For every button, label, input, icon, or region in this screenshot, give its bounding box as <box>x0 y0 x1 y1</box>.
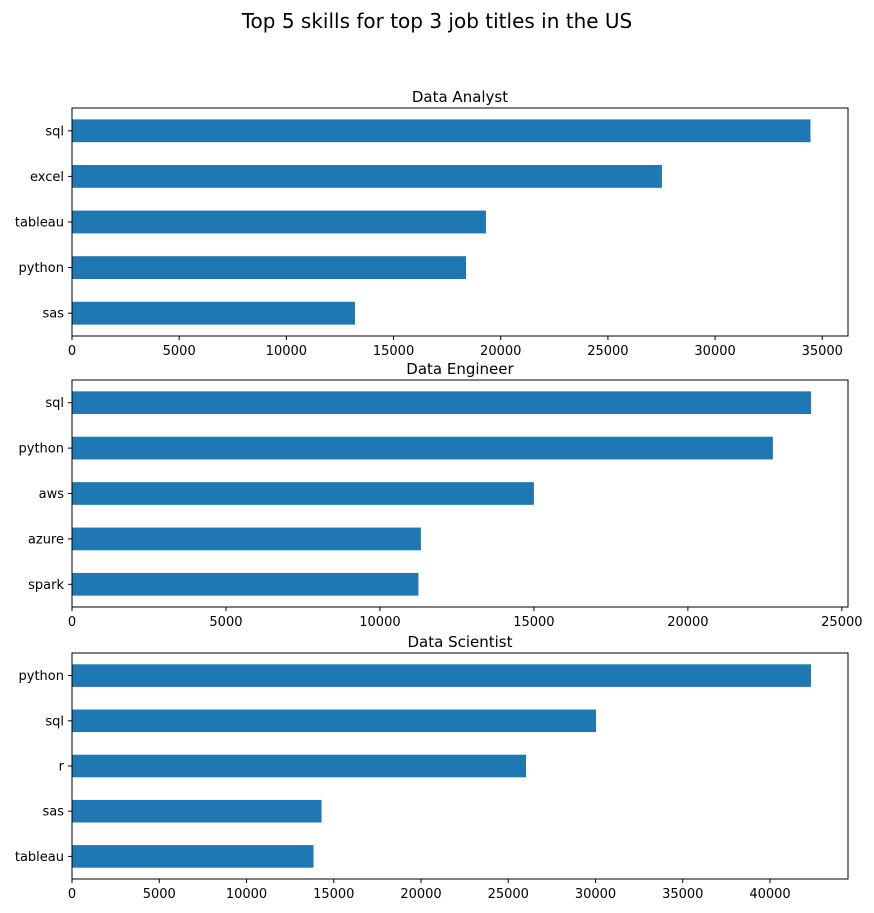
x-tick-label: 10000 <box>266 344 307 359</box>
bar-excel <box>72 165 662 188</box>
bar-python <box>72 436 773 460</box>
subplot-title: Data Analyst <box>412 88 508 106</box>
x-tick-label: 0 <box>68 344 76 359</box>
y-tick-label: azure <box>28 532 64 547</box>
x-tick-label: 20000 <box>667 615 708 630</box>
y-tick-label: aws <box>39 487 65 502</box>
bar-python <box>72 256 467 279</box>
y-tick-label: tableau <box>15 216 64 231</box>
x-tick-label: 15000 <box>313 887 354 902</box>
x-tick-label: 10000 <box>226 887 267 902</box>
subplot-title: Data Engineer <box>406 360 514 378</box>
y-tick-label: sql <box>45 124 64 139</box>
x-tick-label: 35000 <box>802 344 843 359</box>
x-tick-label: 15000 <box>373 344 414 359</box>
subplot-data-scientist: Data Scientist python sql r sas tableau 0 5000 1… <box>15 633 849 902</box>
x-tick-label: 15000 <box>513 615 554 630</box>
x-tick-label: 25000 <box>821 615 862 630</box>
bar-aws <box>72 482 534 505</box>
y-tick-label: sql <box>45 714 64 729</box>
bar-tableau <box>72 845 314 868</box>
y-tick-label: python <box>19 442 64 457</box>
y-tick-label: sas <box>42 805 64 820</box>
x-tick-label: 0 <box>68 615 76 630</box>
x-tick-label: 40000 <box>749 887 790 902</box>
subplot-title: Data Scientist <box>408 633 513 651</box>
y-tick-label: python <box>19 669 64 684</box>
x-tick-label: 30000 <box>575 887 616 902</box>
x-tick-label: 5000 <box>143 887 176 902</box>
bar-python <box>72 664 812 687</box>
x-tick-label: 25000 <box>488 887 529 902</box>
x-tick-label: 20000 <box>400 887 441 902</box>
y-tick-label: sql <box>45 396 64 411</box>
axes-frame <box>71 379 849 608</box>
bar-spark <box>72 572 419 596</box>
figure-title: Top 5 skills for top 3 job titles in the… <box>241 9 633 33</box>
x-tick-label: 35000 <box>662 887 703 902</box>
x-tick-label: 25000 <box>587 344 628 359</box>
x-tick-label: 30000 <box>694 344 735 359</box>
subplot-data-engineer: Data Engineer sql python aws azure spark 0 5000… <box>19 360 863 630</box>
axes-frame <box>71 652 849 880</box>
y-tick-label: sas <box>42 307 64 322</box>
bar-tableau <box>72 210 486 234</box>
bar-sql <box>72 119 811 143</box>
y-tick-label: excel <box>30 170 64 185</box>
subplot-data-analyst: Data Analyst sql excel tableau python sas 0 500… <box>15 88 849 359</box>
bar-sas <box>72 799 322 823</box>
x-tick-label: 10000 <box>359 615 400 630</box>
x-tick-label: 20000 <box>480 344 521 359</box>
bar-r <box>72 754 527 778</box>
bar-sql <box>72 709 597 733</box>
bar-sql <box>72 391 812 415</box>
subplots: Data Analyst sql excel tableau python sas 0 500… <box>15 88 863 902</box>
bar-azure <box>72 527 421 551</box>
y-tick-label: spark <box>28 578 64 593</box>
x-tick-label: 5000 <box>163 344 196 359</box>
bar-sas <box>72 301 355 325</box>
x-tick-label: 0 <box>68 887 76 902</box>
y-tick-label: python <box>19 261 64 276</box>
y-tick-label: tableau <box>15 850 64 865</box>
x-tick-label: 5000 <box>209 615 242 630</box>
axes-frame <box>71 107 849 337</box>
y-tick-label: r <box>59 760 65 775</box>
